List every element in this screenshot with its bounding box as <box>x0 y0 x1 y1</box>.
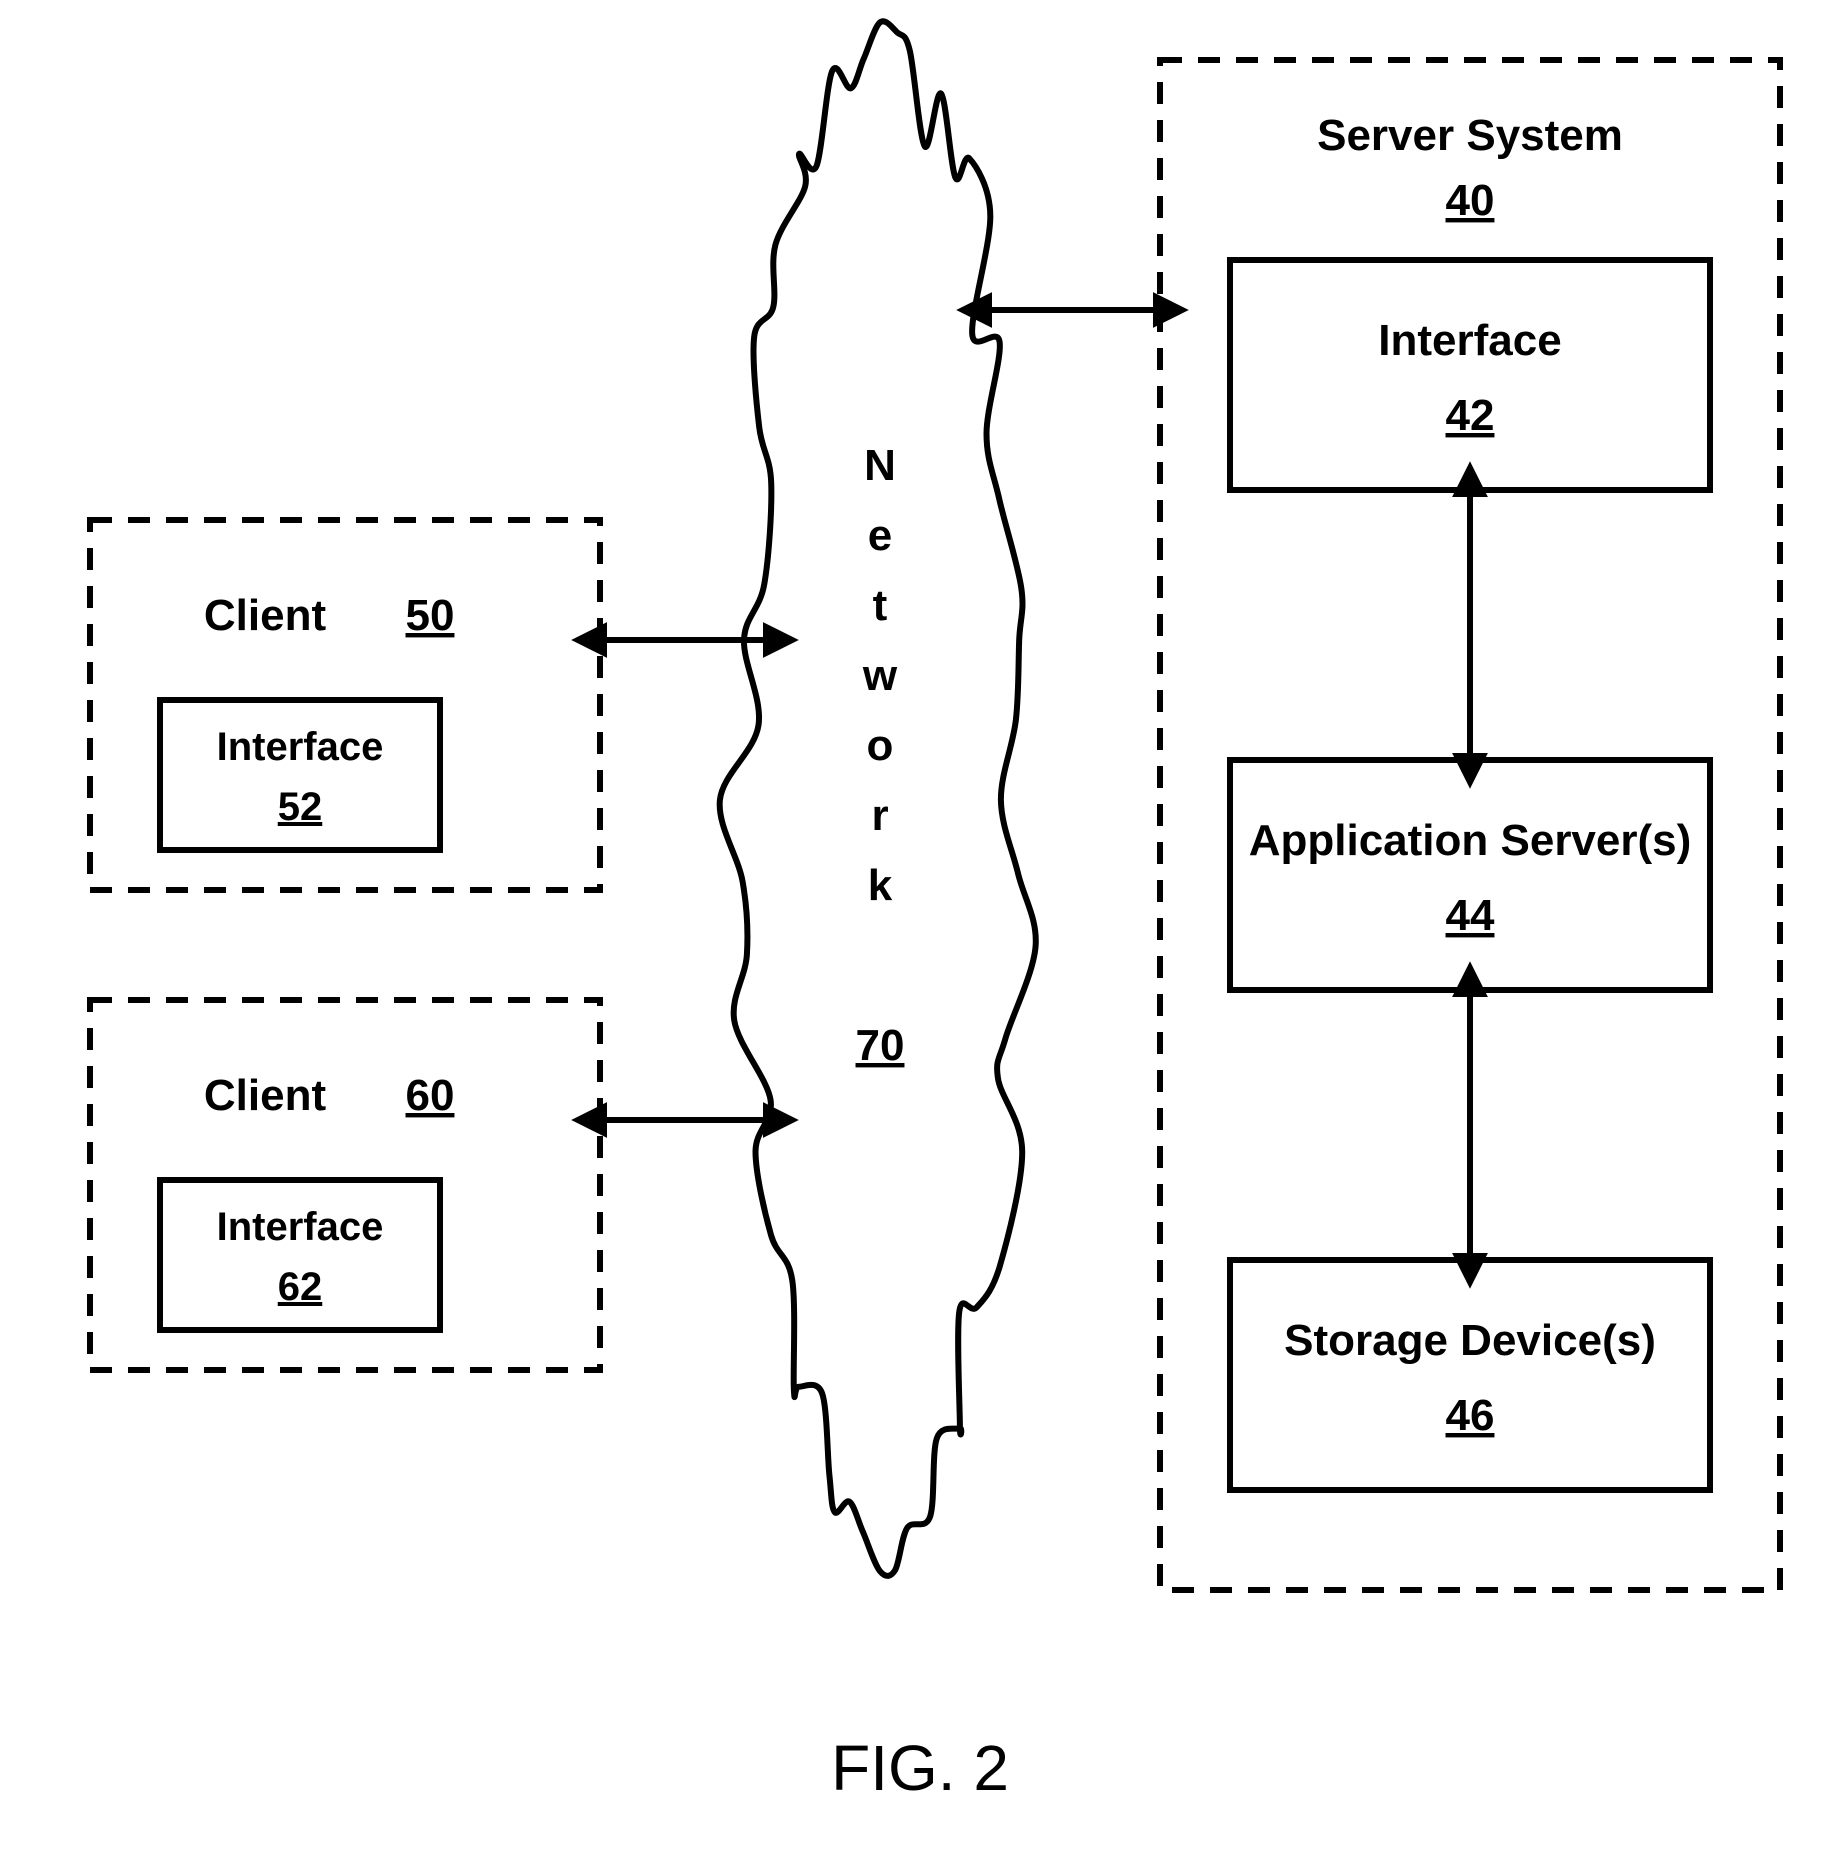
network-label-letter: e <box>868 511 892 560</box>
network-label-letter: o <box>867 721 894 770</box>
network-label-letter: t <box>873 581 888 630</box>
server-interface-ref: 42 <box>1446 391 1495 440</box>
client-60-box <box>90 1000 600 1370</box>
client-60-label: Client <box>204 1071 327 1120</box>
network-ref: 70 <box>856 1021 905 1070</box>
server-interface-box <box>1230 260 1710 490</box>
client-50-ref: 50 <box>406 591 455 640</box>
application-server-label: Application Server(s) <box>1249 816 1692 865</box>
client-50-label: Client <box>204 591 327 640</box>
storage-device-box <box>1230 1260 1710 1490</box>
network-label-letter: w <box>862 651 898 700</box>
network-label-letter: k <box>868 861 893 910</box>
client-60-interface-label: Interface <box>217 1205 384 1249</box>
client-50-interface-ref: 52 <box>278 785 323 829</box>
figure-caption: FIG. 2 <box>831 1732 1009 1804</box>
storage-device-ref: 46 <box>1446 1391 1495 1440</box>
client-60-ref: 60 <box>406 1071 455 1120</box>
client-50-interface-label: Interface <box>217 725 384 769</box>
server-interface-label: Interface <box>1378 316 1561 365</box>
client-60-interface-ref: 62 <box>278 1265 323 1309</box>
server-system-ref: 40 <box>1446 176 1495 225</box>
application-server-box <box>1230 760 1710 990</box>
storage-device-label: Storage Device(s) <box>1284 1316 1656 1365</box>
server-system-label: Server System <box>1317 111 1623 160</box>
network-label-letter: r <box>871 791 888 840</box>
client-50-box <box>90 520 600 890</box>
application-server-ref: 44 <box>1446 891 1495 940</box>
network-label-letter: N <box>864 441 896 490</box>
